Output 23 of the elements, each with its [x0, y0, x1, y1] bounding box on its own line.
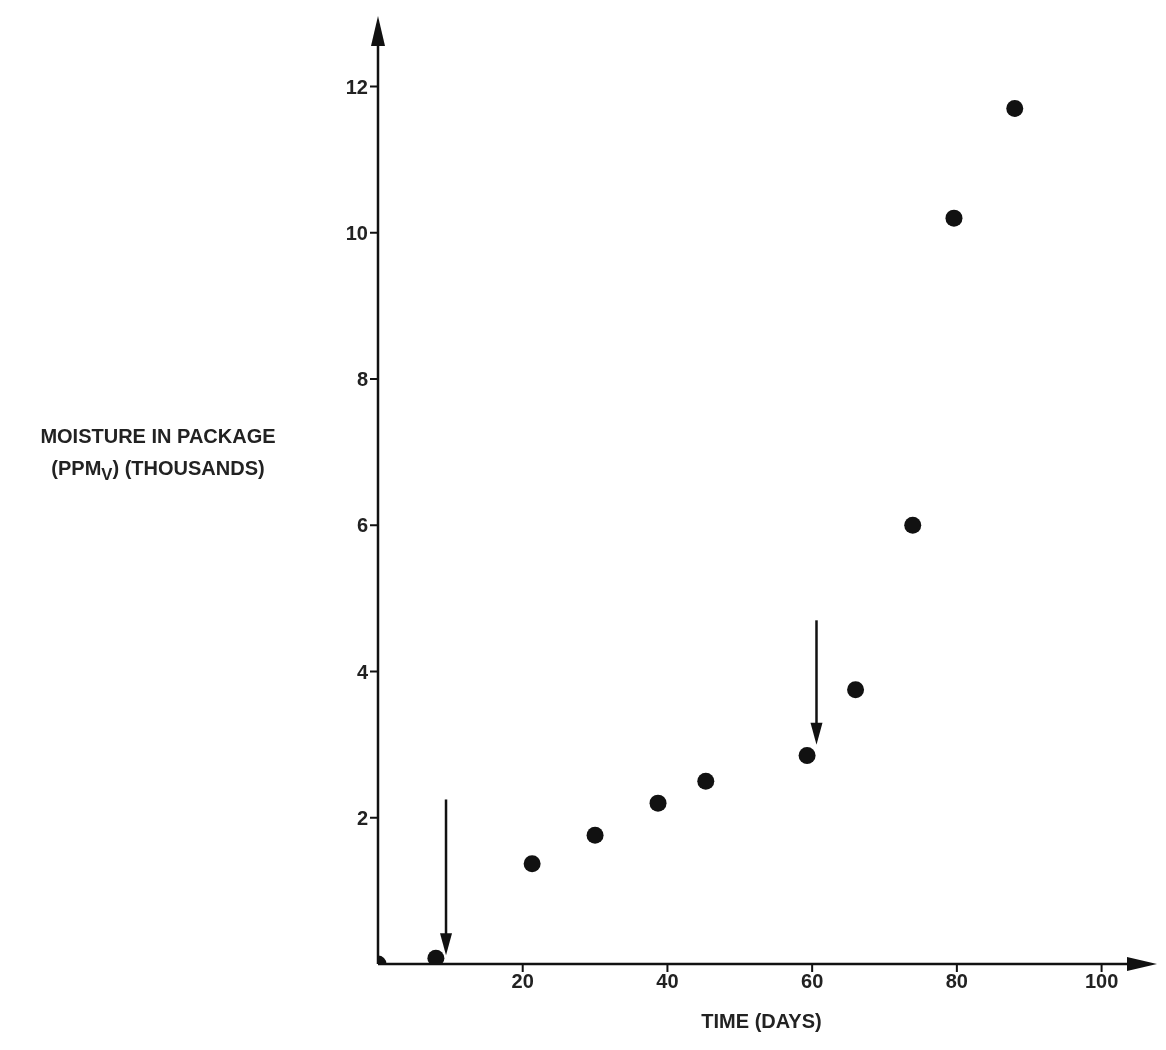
point [847, 681, 865, 699]
point [697, 772, 715, 790]
x-tick-label: 20 [511, 970, 534, 993]
y-tick-label: 8 [356, 368, 368, 391]
y-tick-label: 4 [356, 660, 369, 683]
x-tick-label: 40 [656, 970, 679, 993]
point [649, 794, 667, 812]
point [945, 209, 963, 227]
x-axis-title: TIME (DAYS) [700, 1010, 823, 1033]
point [904, 516, 922, 534]
point [586, 826, 604, 844]
point [798, 747, 816, 765]
y-tick-label: 12 [345, 75, 368, 98]
x-tick-label: 80 [945, 970, 968, 993]
y-tick-label: 6 [356, 514, 368, 537]
x-tick-label: 60 [801, 970, 824, 993]
point [1006, 99, 1024, 117]
y-tick-label: 10 [345, 221, 368, 244]
x-tick-label: 100 [1084, 970, 1119, 993]
y-axis-title: MOISTURE IN PACKAGE (PPM$_{V}$) (THOUSANDS) [39, 424, 277, 487]
point [427, 949, 445, 964]
y-tick-label: 2 [356, 806, 368, 829]
point [523, 855, 541, 873]
